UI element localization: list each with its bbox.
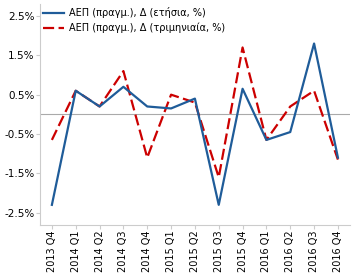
AEΠ (πραγμ.), Δ (ετήσια, %): [74, 89, 78, 92]
Line: AEΠ (πραγμ.), Δ (τριμηνιαία, %): AEΠ (πραγμ.), Δ (τριμηνιαία, %): [52, 47, 338, 177]
AEΠ (πραγμ.), Δ (ετήσια, %): [264, 138, 269, 142]
AEΠ (πραγμ.), Δ (ετήσια, %): [193, 97, 197, 100]
AEΠ (πραγμ.), Δ (ετήσια, %): [240, 87, 245, 91]
AEΠ (πραγμ.), Δ (ετήσια, %): [121, 85, 126, 89]
AEΠ (πραγμ.), Δ (τριμηνιαία, %): [169, 93, 173, 96]
AEΠ (πραγμ.), Δ (ετήσια, %): [312, 42, 316, 45]
AEΠ (πραγμ.), Δ (τριμηνιαία, %): [336, 158, 340, 161]
AEΠ (πραγμ.), Δ (τριμηνιαία, %): [217, 176, 221, 179]
AEΠ (πραγμ.), Δ (ετήσια, %): [217, 203, 221, 206]
AEΠ (πραγμ.), Δ (τριμηνιαία, %): [264, 138, 269, 142]
AEΠ (πραγμ.), Δ (τριμηνιαία, %): [50, 138, 54, 142]
AEΠ (πραγμ.), Δ (ετήσια, %): [169, 107, 173, 110]
Line: AEΠ (πραγμ.), Δ (ετήσια, %): AEΠ (πραγμ.), Δ (ετήσια, %): [52, 44, 338, 205]
AEΠ (πραγμ.), Δ (τριμηνιαία, %): [74, 89, 78, 92]
AEΠ (πραγμ.), Δ (ετήσια, %): [288, 130, 292, 134]
AEΠ (πραγμ.), Δ (τριμηνιαία, %): [240, 46, 245, 49]
AEΠ (πραγμ.), Δ (τριμηνιαία, %): [193, 101, 197, 104]
AEΠ (πραγμ.), Δ (τριμηνιαία, %): [145, 156, 149, 159]
AEΠ (πραγμ.), Δ (ετήσια, %): [50, 203, 54, 206]
Legend: AEΠ (πραγμ.), Δ (ετήσια, %), AEΠ (πραγμ.), Δ (τριμηνιαία, %): AEΠ (πραγμ.), Δ (ετήσια, %), AEΠ (πραγμ.…: [42, 6, 226, 34]
AEΠ (πραγμ.), Δ (τριμηνιαία, %): [121, 69, 126, 73]
AEΠ (πραγμ.), Δ (ετήσια, %): [97, 105, 102, 108]
AEΠ (πραγμ.), Δ (τριμηνιαία, %): [312, 89, 316, 92]
AEΠ (πραγμ.), Δ (τριμηνιαία, %): [288, 105, 292, 108]
AEΠ (πραγμ.), Δ (τριμηνιαία, %): [97, 105, 102, 108]
AEΠ (πραγμ.), Δ (ετήσια, %): [336, 156, 340, 159]
AEΠ (πραγμ.), Δ (ετήσια, %): [145, 105, 149, 108]
